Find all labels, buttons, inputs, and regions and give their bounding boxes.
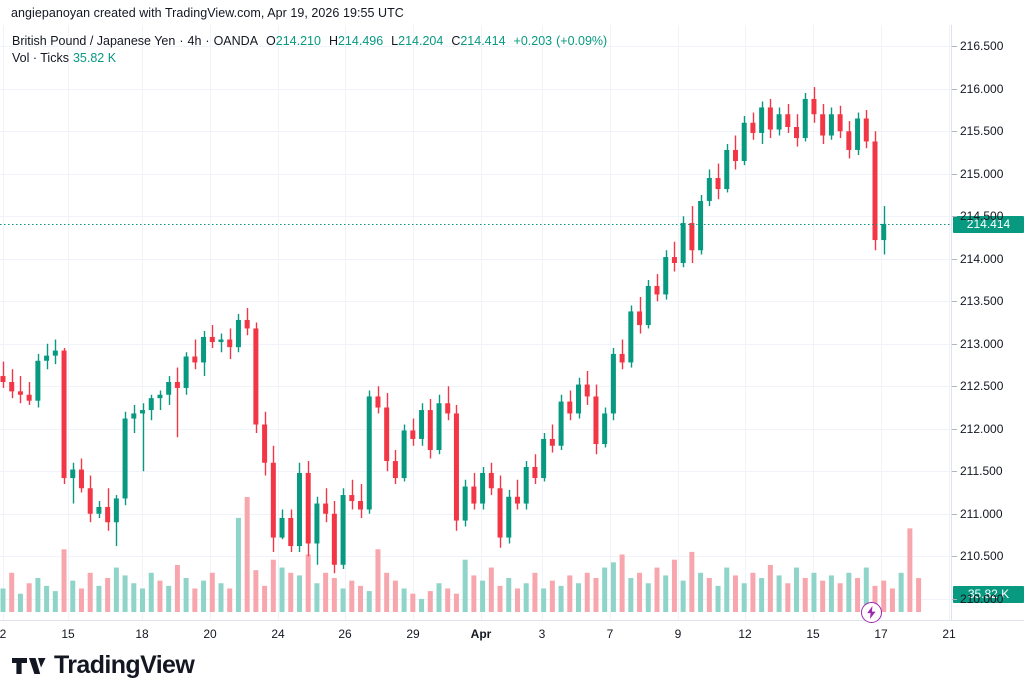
price-tick-label: 216.000 [960, 81, 1004, 96]
price-tick-dash [952, 173, 957, 175]
lightning-bolt-icon[interactable] [860, 601, 882, 623]
price-tick-label: 210.500 [960, 549, 1004, 564]
price-tick-dash [952, 258, 957, 260]
chart-plot-area[interactable] [0, 25, 951, 620]
time-tick-label: 20 [203, 627, 217, 641]
current-price-badge: 214.414 [953, 216, 1024, 233]
time-tick-label: 18 [135, 627, 149, 641]
volume-histogram [0, 497, 922, 612]
price-tick-dash [952, 428, 957, 430]
time-tick-label: 9 [674, 627, 682, 641]
price-tick-label: 211.000 [960, 506, 1003, 521]
tradingview-wordmark: TradingView [54, 651, 195, 679]
time-tick-label: 17 [874, 627, 888, 641]
price-tick-dash [952, 556, 957, 558]
chart-frame: British Pound / Japanese Yen · 4h · OANDA O21… [0, 25, 1024, 645]
price-tick-label: 214.500 [960, 209, 1004, 224]
time-tick-label: 29 [406, 627, 420, 641]
price-tick-dash [952, 386, 957, 388]
price-tick-label: 212.500 [960, 379, 1004, 394]
price-tick-label: 216.500 [960, 39, 1004, 54]
price-tick-dash [952, 513, 957, 515]
time-tick-label: 12 [738, 627, 752, 641]
price-tick-dash [952, 471, 957, 473]
attribution-text: angiepanoyan created with TradingView.co… [11, 6, 404, 20]
price-tick-dash [952, 46, 957, 48]
price-tick-label: 215.500 [960, 124, 1004, 139]
time-tick-label: 3 [538, 627, 546, 641]
time-tick-label: 7 [606, 627, 614, 641]
price-tick-label: 215.000 [960, 166, 1004, 181]
lightning-bolt-glyph [866, 605, 876, 619]
candlestick-series [0, 87, 887, 574]
price-tick-label: 212.000 [960, 421, 1004, 436]
time-tick-label: Apr [470, 627, 492, 641]
price-tick-dash [952, 216, 957, 218]
time-tick-label: 24 [271, 627, 285, 641]
price-tick-label: 210.000 [960, 591, 1004, 606]
time-tick-label: 15 [806, 627, 820, 641]
price-tick-dash [952, 343, 957, 345]
price-tick-label: 211.500 [960, 464, 1003, 479]
time-tick-label: 26 [338, 627, 352, 641]
price-scale-axis[interactable]: 214.414 35.82 K 216.500 216.000 215.500 215… [951, 25, 1024, 620]
tradingview-logo-icon [12, 657, 46, 674]
time-tick-label: 15 [61, 627, 75, 641]
price-tick-dash [952, 301, 957, 303]
price-tick-label: 214.000 [960, 251, 1004, 266]
price-tick-dash [952, 88, 957, 90]
price-tick-dash [952, 131, 957, 133]
price-tick-label: 213.000 [960, 336, 1004, 351]
current-price-line [0, 224, 951, 225]
time-scale-axis[interactable]: 2 15 18 20 24 26 29 Apr 3 7 9 12 15 17 21 [0, 620, 1024, 645]
time-tick-label: 2 [0, 627, 7, 641]
time-tick-label: 21 [942, 627, 956, 641]
price-tick-dash [952, 598, 957, 600]
price-tick-label: 213.500 [960, 294, 1004, 309]
tradingview-footer: TradingView [12, 651, 195, 679]
current-volume-badge: 35.82 K [953, 586, 1024, 603]
